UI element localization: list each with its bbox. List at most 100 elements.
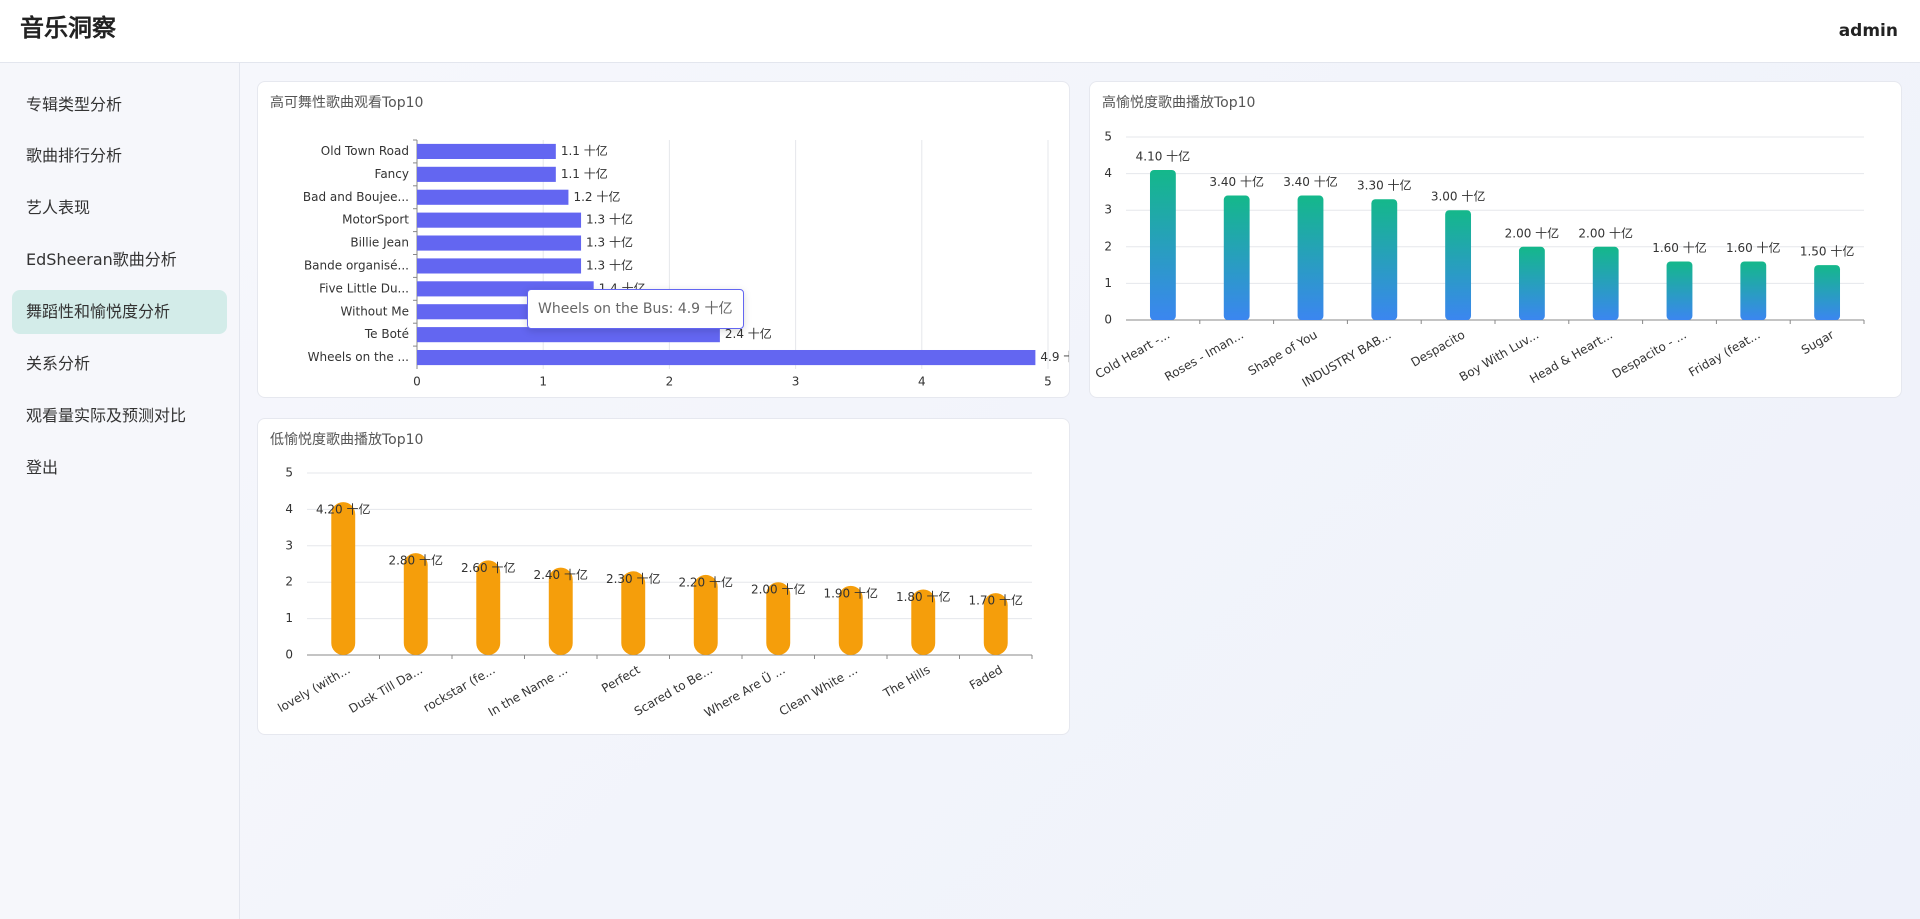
menu-item[interactable]: 关系分析 (26, 354, 91, 373)
x-tick-label: 5 (1044, 375, 1052, 389)
bar (417, 349, 1036, 366)
value-label: 3.40 十亿 (1283, 174, 1338, 189)
value-label: 4.9 十亿 (1040, 349, 1070, 364)
bar (417, 166, 556, 182)
menu-item[interactable]: 艺人表现 (26, 198, 91, 217)
menu-item[interactable]: 观看量实际及预测对比 (26, 406, 187, 425)
y-tick-label: Five Little Du... (319, 281, 409, 295)
value-label: 2.30 十亿 (606, 571, 661, 586)
bar (1445, 210, 1472, 320)
y-tick-label: 4 (1104, 166, 1112, 180)
value-label: 4.20 十亿 (316, 502, 371, 517)
y-tick-label: Te Boté (364, 327, 409, 341)
x-tick-label: Perfect (599, 662, 643, 695)
value-label: 1.50 十亿 (1800, 244, 1855, 259)
value-label: 1.80 十亿 (896, 589, 951, 604)
x-tick-label: Shape of You (1246, 328, 1320, 379)
x-tick-label: Sugar (1799, 327, 1836, 357)
menu-item[interactable]: 舞蹈性和愉悦度分析 (12, 290, 227, 334)
bar (838, 585, 863, 655)
y-tick-label: 2 (285, 575, 293, 589)
x-tick-label: Roses - Iman... (1162, 328, 1246, 384)
x-tick-label: Faded (967, 663, 1005, 693)
x-tick-label: Despacito (1409, 328, 1468, 370)
chart-title: 高愉悦度歌曲播放Top10 (1102, 95, 1256, 111)
bar (417, 143, 556, 160)
menu-item[interactable]: 专辑类型分析 (26, 95, 123, 114)
value-label: 2.60 十亿 (461, 560, 516, 575)
value-label: 1.1 十亿 (561, 166, 608, 181)
x-tick-label: 1 (539, 375, 547, 389)
bar (911, 589, 936, 655)
y-tick-label: Bad and Boujee... (303, 190, 409, 204)
y-tick-label: Billie Jean (350, 236, 409, 250)
y-tick-label: Wheels on the ... (308, 350, 409, 364)
y-tick-label: Bande organisé... (304, 258, 409, 272)
y-tick-label: 1 (1104, 276, 1112, 290)
value-label: 3.00 十亿 (1431, 189, 1486, 204)
x-tick-label: lovely (with... (275, 663, 352, 716)
value-label: 2.20 十亿 (678, 574, 733, 589)
chart-panel: 低愉悦度歌曲播放Top10 0 1 2 3 4 5 4.20 十亿 lovely (with..… (257, 418, 1070, 735)
x-tick-label: Cold Heart -... (1093, 328, 1172, 382)
x-tick-label: 3 (792, 375, 800, 389)
bar (417, 189, 569, 205)
bar (1223, 195, 1250, 320)
y-tick-label: 5 (285, 466, 293, 480)
bar (766, 582, 791, 655)
value-label: 2.00 十亿 (751, 582, 806, 597)
value-label: 1.90 十亿 (823, 585, 878, 600)
bar (417, 258, 582, 274)
x-tick-label: Clean White ... (777, 663, 860, 719)
y-tick-label: 4 (285, 502, 293, 516)
y-tick-label: 2 (1104, 239, 1112, 253)
value-label: 2.00 十亿 (1578, 225, 1633, 240)
value-label: 1.70 十亿 (968, 593, 1023, 608)
bar (1814, 265, 1841, 320)
x-tick-label: 0 (413, 375, 421, 389)
x-tick-label: 4 (918, 375, 926, 389)
y-tick-label: 0 (285, 648, 293, 662)
value-label: 4.10 十亿 (1136, 148, 1191, 163)
x-tick-label: Despacito - ... (1610, 328, 1689, 382)
chart-panel: 高可舞性歌曲观看Top10 0 1 2 3 4 5 Old Town Road 1.1 十亿 Fa… (257, 81, 1070, 398)
bar (693, 574, 718, 655)
chart: 0 1 2 3 4 5 Old Town Road 1.1 十亿 Fancy 1.1 十亿 Bad … (303, 139, 1070, 389)
y-tick-label: 3 (1104, 203, 1112, 217)
y-tick-label: 1 (285, 611, 293, 625)
header: 音乐洞察 admin (0, 0, 1920, 63)
bar (1518, 246, 1545, 320)
tooltip: Wheels on the Bus: 4.9 十亿 (527, 289, 744, 329)
value-label: 2.40 十亿 (533, 567, 588, 582)
bar (548, 567, 573, 655)
y-tick-label: MotorSport (342, 213, 409, 227)
chart-title: 低愉悦度歌曲播放Top10 (270, 432, 424, 448)
x-tick-label: 2 (666, 375, 674, 389)
bar (476, 560, 501, 655)
menu-item[interactable]: 登出 (26, 458, 59, 477)
x-tick-label: Friday (feat... (1686, 328, 1762, 380)
value-label: 3.40 十亿 (1209, 174, 1264, 189)
bar (983, 593, 1008, 655)
x-tick-label: Head & Heart... (1527, 328, 1615, 387)
bar (331, 502, 356, 655)
y-tick-label: Old Town Road (321, 144, 409, 158)
x-tick-label: In the Name ... (486, 663, 570, 720)
y-tick-label: 3 (285, 538, 293, 552)
bar (1666, 261, 1693, 320)
chart: 0 1 2 3 4 5 4.10 十亿 Cold Heart -... 3.40 十亿 Roses… (1093, 130, 1865, 390)
x-tick-label: Dusk Till Da... (346, 663, 425, 716)
app-title: 音乐洞察 (20, 14, 116, 42)
bar (1740, 261, 1767, 320)
value-label: 2.4 十亿 (725, 326, 772, 341)
menu-item[interactable]: EdSheeran歌曲分析 (26, 250, 177, 269)
value-label: 1.60 十亿 (1652, 240, 1707, 255)
bar (1297, 195, 1324, 320)
menu-item[interactable]: 歌曲排行分析 (26, 146, 123, 165)
bar (417, 235, 582, 251)
bar (417, 327, 720, 343)
chart-title: 高可舞性歌曲观看Top10 (270, 95, 424, 111)
user-name[interactable]: admin (1838, 21, 1898, 41)
value-label: 2.00 十亿 (1505, 225, 1560, 240)
